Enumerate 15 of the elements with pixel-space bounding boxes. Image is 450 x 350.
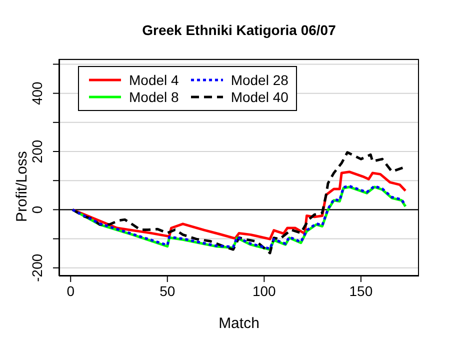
chart-title: Greek Ethniki Katigoria 06/07 — [141, 22, 337, 38]
y-tick-label: 0 — [29, 206, 45, 214]
legend-label: Model 28 — [230, 72, 288, 88]
x-tick-label: 100 — [252, 282, 276, 299]
x-tick-label: 50 — [160, 282, 176, 299]
y-tick-label: -200 — [29, 254, 45, 282]
legend-label: Model 40 — [230, 89, 288, 105]
legend-label: Model 8 — [129, 89, 179, 105]
y-tick-label: 400 — [29, 81, 45, 106]
x-tick-label: 0 — [66, 282, 75, 299]
y-tick-label: 200 — [29, 140, 45, 164]
x-axis-title: Match — [218, 315, 260, 332]
x-tick-label: 150 — [349, 282, 373, 299]
y-axis-title: Profit/Loss — [14, 150, 30, 224]
legend-label: Model 4 — [129, 72, 179, 88]
